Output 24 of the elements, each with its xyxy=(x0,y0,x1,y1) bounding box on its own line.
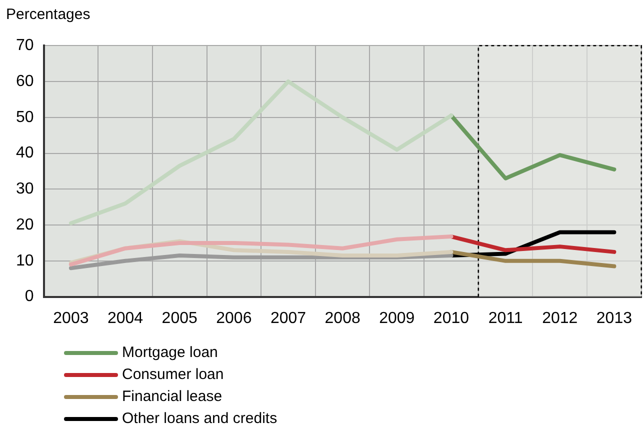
y-tick-label: 50 xyxy=(16,108,34,126)
y-axis-title: Percentages xyxy=(6,6,90,23)
legend-label: Consumer loan xyxy=(122,365,224,385)
x-tick-label: 2013 xyxy=(596,310,632,327)
y-tick-label: 20 xyxy=(16,216,34,234)
x-tick-label: 2007 xyxy=(270,310,306,327)
x-tick-label: 2006 xyxy=(216,310,252,327)
x-tick-label: 2008 xyxy=(324,310,360,327)
x-tick-label: 2010 xyxy=(433,310,470,327)
x-tick-label: 2011 xyxy=(488,310,523,327)
y-tick-label: 10 xyxy=(16,252,34,270)
y-tick-label: 60 xyxy=(16,72,34,90)
legend-label: Mortgage loan xyxy=(122,343,218,363)
y-tick-label: 70 xyxy=(16,37,34,54)
x-tick-label: 2009 xyxy=(379,310,415,327)
x-tick-label: 2004 xyxy=(107,310,144,327)
y-tick-label: 0 xyxy=(24,288,34,306)
legend-label: Other loans and credits xyxy=(122,409,278,429)
y-tick-label: 30 xyxy=(16,180,34,198)
legend-label: Financial lease xyxy=(122,387,222,407)
x-tick-label: 2012 xyxy=(542,310,578,327)
x-tick-label: 2005 xyxy=(162,310,198,327)
y-tick-label: 40 xyxy=(16,144,34,162)
x-tick-label: 2003 xyxy=(53,310,89,327)
